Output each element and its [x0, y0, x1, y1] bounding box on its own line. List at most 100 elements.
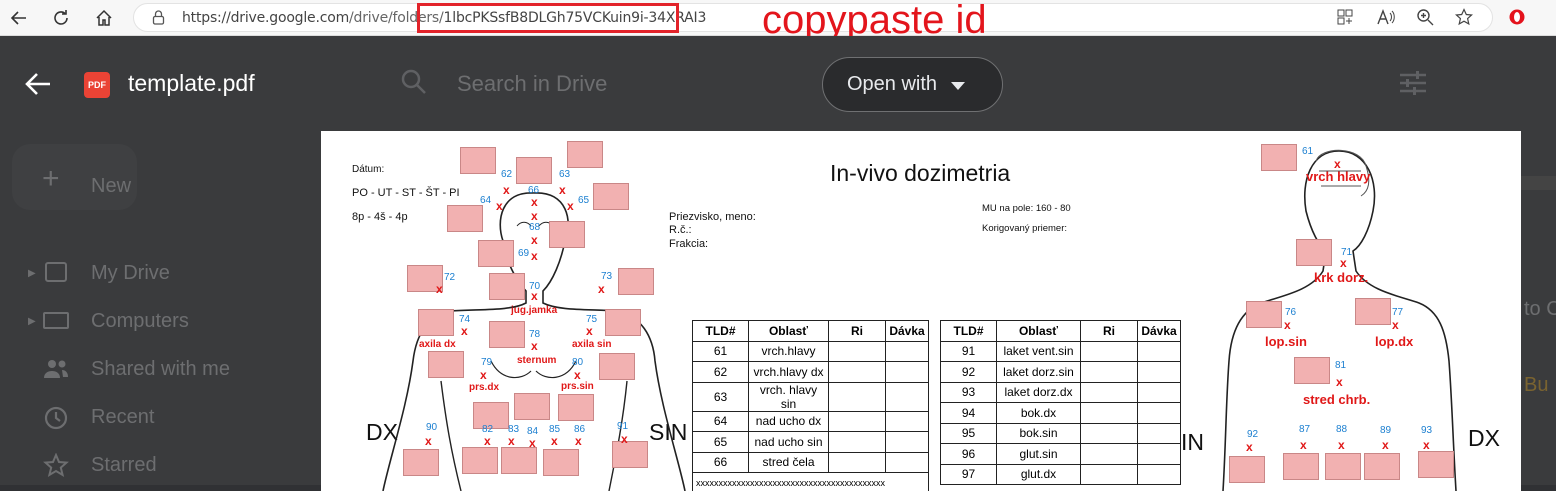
x-mark: x [1338, 438, 1345, 452]
marker-box [403, 449, 439, 476]
tune-icon [1398, 70, 1428, 101]
header-tld: TLD# [941, 321, 997, 342]
cell-tld: 96 [941, 444, 997, 465]
x-mark: x [531, 233, 538, 247]
marker-number: 80 [572, 357, 583, 368]
lock-icon[interactable] [152, 10, 165, 30]
refresh-icon[interactable] [48, 5, 74, 31]
back-arrow-icon[interactable] [24, 70, 52, 103]
url-host: https://drive.google.com [182, 10, 349, 26]
recent-icon [44, 406, 68, 435]
read-aloud-icon[interactable] [1376, 8, 1396, 28]
x-mark: x [529, 436, 536, 450]
cell-tld: 62 [693, 362, 749, 383]
label-axila-sin: axila sin [572, 339, 611, 350]
cell-davka [886, 382, 929, 411]
marker-number: 65 [578, 195, 589, 206]
zoom-icon[interactable] [1416, 8, 1436, 28]
marker-box [447, 205, 483, 232]
cell-tld: 64 [693, 411, 749, 432]
x-mark: x [480, 368, 487, 382]
open-with-label: Open with [847, 73, 937, 96]
marker-number: 87 [1299, 424, 1310, 435]
cell-davka [886, 411, 929, 432]
cell-davka [1138, 403, 1181, 424]
open-with-button[interactable]: Open with [822, 57, 1003, 112]
right-panel-edge [1521, 176, 1556, 190]
nav-recent: Recent [91, 406, 154, 429]
shared-icon [43, 358, 69, 385]
header-davka: Dávka [1138, 321, 1181, 342]
header-ri: Ri [1081, 321, 1138, 342]
label-stred-chrb: stred chrb. [1303, 392, 1370, 407]
marker-number: 68 [529, 222, 540, 233]
marker-number: 79 [481, 357, 492, 368]
marker-box [516, 157, 552, 184]
marker-box [605, 309, 641, 336]
x-mark: x [531, 339, 538, 353]
marker-box [514, 393, 550, 420]
computers-icon [43, 312, 69, 329]
x-mark: x [574, 368, 581, 382]
table-header-row: TLD# Oblasť Ri Dávka [693, 321, 929, 342]
marker-box [618, 268, 654, 295]
cell-davka [886, 362, 929, 383]
marker-number: 81 [1335, 360, 1346, 371]
cell-ri [829, 411, 886, 432]
x-mark: x [575, 434, 582, 448]
cell-oblast: stred čela [749, 452, 829, 473]
x-mark: x [496, 199, 503, 213]
plus-icon: + [42, 162, 60, 196]
cell-oblast: vrch. hlavy sin [749, 382, 829, 411]
back-icon[interactable] [6, 5, 32, 31]
header-oblast: Oblasť [997, 321, 1081, 342]
expand-arrow-icon: ▶ [28, 268, 36, 279]
app-grid-icon[interactable] [1336, 8, 1356, 28]
marker-box [1418, 451, 1454, 478]
cell-davka [1138, 464, 1181, 485]
marker-box [462, 447, 498, 474]
file-title: template.pdf [128, 70, 255, 97]
nav-shared: Shared with me [91, 358, 230, 381]
cell-tld: 61 [693, 341, 749, 362]
marker-number: 77 [1392, 307, 1403, 318]
cell-oblast: nad ucho sin [749, 432, 829, 453]
x-mark: x [567, 199, 574, 213]
marker-box [501, 447, 537, 474]
pdf-page: Dátum: PO - UT - ST - ŠT - PI 8p - 4š - … [321, 131, 1521, 491]
filler-row: xxxxxxxxxxxxxxxxxxxxxxxxxxxxxxxxxxxxxxxx… [693, 473, 929, 491]
new-label: New [91, 175, 131, 198]
label-prs-sin: prs.sin [561, 381, 594, 392]
marker-box [1229, 456, 1265, 483]
cell-oblast: laket dorz.dx [997, 382, 1081, 403]
cell-tld: 94 [941, 403, 997, 424]
home-icon[interactable] [91, 5, 117, 31]
x-mark: x [1392, 318, 1399, 332]
cell-ri [1081, 464, 1138, 485]
cell-oblast: nad ucho dx [749, 411, 829, 432]
x-mark: x [598, 282, 605, 296]
cell-oblast: vrch.hlavy [749, 341, 829, 362]
marker-box [543, 449, 579, 476]
opera-extension-icon[interactable] [1508, 8, 1528, 28]
marker-number: 61 [1302, 146, 1313, 157]
my-drive-icon [45, 262, 67, 282]
x-mark: x [1423, 438, 1430, 452]
marker-box [558, 394, 594, 421]
right-partial-text: to C [1524, 298, 1556, 321]
label-axila-dx: axila dx [419, 339, 456, 350]
label-sternum: sternum [517, 355, 556, 366]
marker-box [599, 353, 635, 380]
x-mark: x [1246, 440, 1253, 454]
marker-box [1294, 357, 1330, 384]
favorite-star-icon[interactable] [1455, 8, 1475, 28]
header-ri: Ri [829, 321, 886, 342]
cell-oblast: vrch.hlavy dx [749, 362, 829, 383]
marker-number: 76 [1285, 307, 1296, 318]
x-mark: x [484, 434, 491, 448]
